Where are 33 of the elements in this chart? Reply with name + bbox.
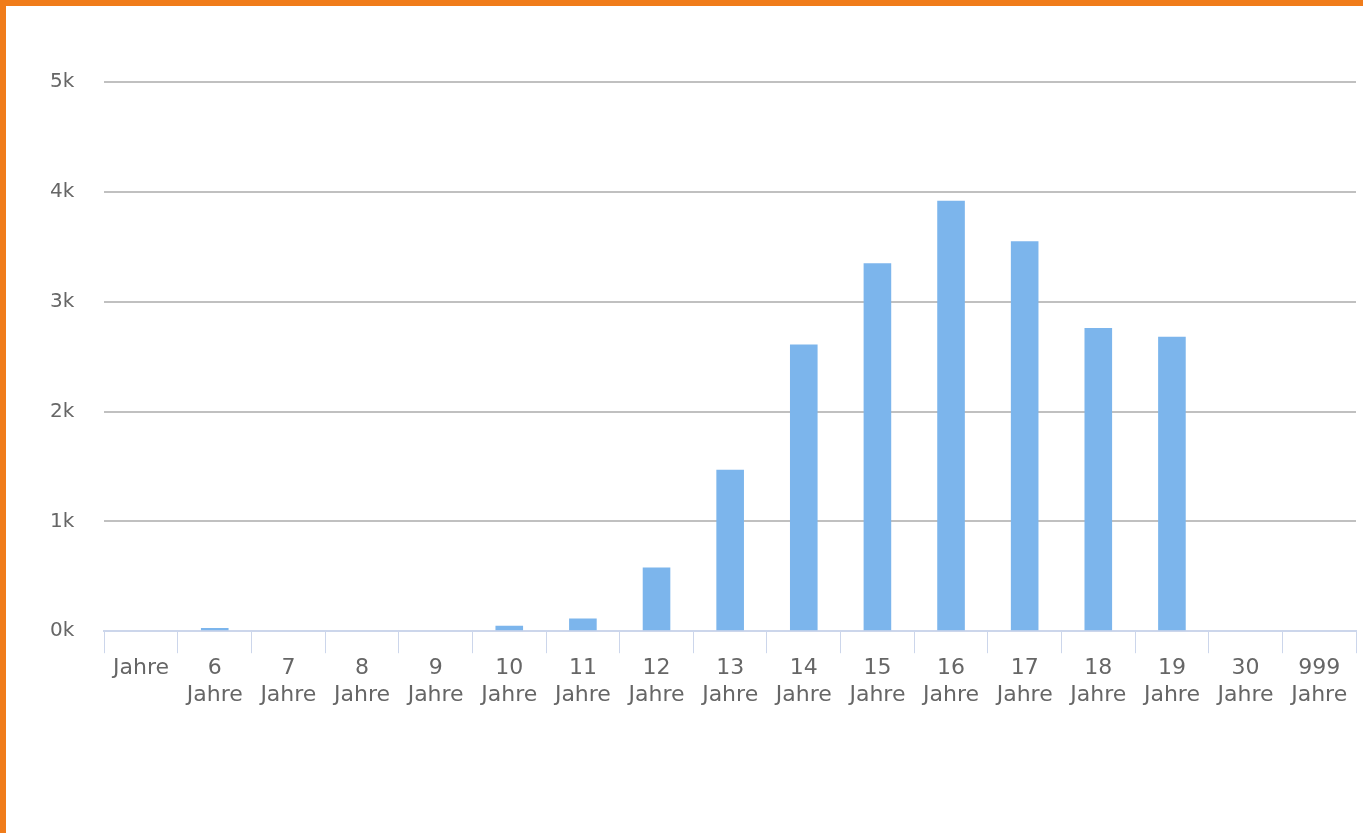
x-tick-label: 16 Jahre bbox=[921, 654, 980, 706]
x-tick-label: 10 Jahre bbox=[479, 654, 538, 706]
x-tick-label: Jahre bbox=[111, 654, 170, 680]
bar bbox=[1158, 336, 1186, 631]
x-tick-label: 11 Jahre bbox=[552, 654, 611, 706]
bar bbox=[863, 263, 892, 631]
bar bbox=[937, 200, 965, 631]
x-tick-label: 19 Jahre bbox=[1141, 654, 1200, 706]
x-tick-label: 9 Jahre bbox=[405, 654, 464, 706]
x-tick-label: 17 Jahre bbox=[994, 654, 1053, 706]
y-tick-label: 0k bbox=[49, 617, 75, 642]
bar bbox=[495, 625, 524, 631]
y-tick-label: 2k bbox=[49, 397, 75, 422]
x-tick-label: 30 Jahre bbox=[1215, 654, 1274, 706]
x-tick-label: 13 Jahre bbox=[700, 654, 759, 706]
x-tick-label: 18 Jahre bbox=[1068, 654, 1127, 706]
y-tick-label: 3k bbox=[49, 287, 75, 312]
bar bbox=[642, 567, 671, 631]
x-tick-label: 8 Jahre bbox=[332, 654, 391, 706]
x-tick-label: 999 Jahre bbox=[1289, 654, 1348, 706]
bar bbox=[789, 344, 818, 631]
bar bbox=[716, 469, 744, 631]
x-tick-label: 14 Jahre bbox=[773, 654, 832, 706]
x-tick-label: 7 Jahre bbox=[258, 654, 317, 706]
bar bbox=[1084, 328, 1113, 631]
bar bbox=[569, 618, 597, 631]
y-tick-label: 5k bbox=[49, 68, 75, 93]
x-tick-label: 15 Jahre bbox=[847, 654, 906, 706]
x-tick-label: 6 Jahre bbox=[184, 654, 243, 706]
x-tick-label: 12 Jahre bbox=[626, 654, 685, 706]
bar bbox=[1010, 241, 1039, 631]
y-tick-label: 1k bbox=[49, 507, 75, 532]
y-tick-label: 4k bbox=[49, 178, 75, 203]
